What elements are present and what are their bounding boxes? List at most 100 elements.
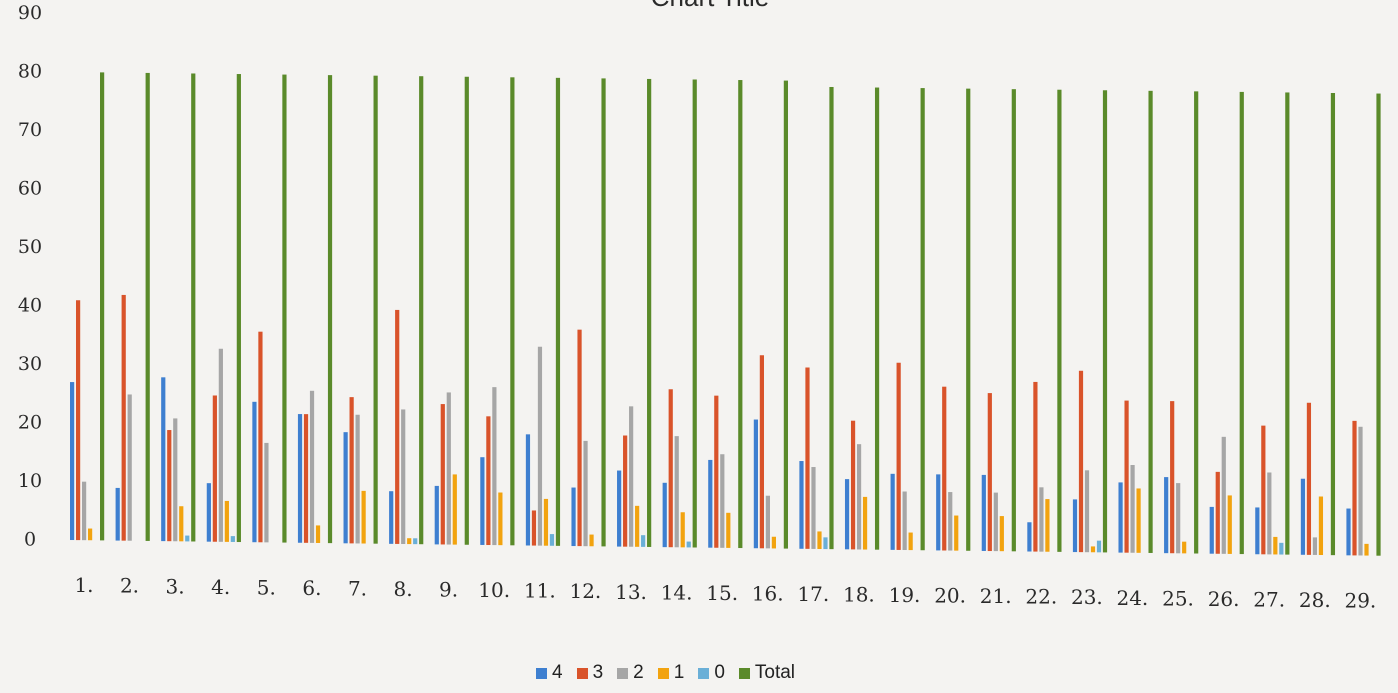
- bar-series-3: [1170, 401, 1175, 554]
- y-tick-label: 10: [18, 470, 42, 492]
- bar-series-total: [100, 72, 105, 541]
- bar-series-3: [1124, 400, 1129, 553]
- bar-series-3: [714, 395, 719, 548]
- x-tick-label: 12.: [569, 579, 601, 603]
- bar-series-2: [1312, 537, 1318, 555]
- bar-series-2: [127, 394, 132, 541]
- bar-series-4: [206, 483, 211, 542]
- bar-series-2: [1130, 465, 1135, 553]
- bar-series-2: [264, 442, 269, 543]
- bar-series-total: [236, 74, 241, 543]
- legend-swatch: [536, 667, 547, 679]
- bar-series-2: [401, 409, 406, 544]
- bar-series-4: [890, 473, 895, 550]
- legend-swatch: [657, 667, 669, 679]
- x-tick-label: 22.: [1025, 585, 1057, 609]
- bar-series-1: [361, 490, 366, 544]
- x-tick-label: 2.: [120, 574, 139, 598]
- bar-series-1: [1318, 496, 1324, 556]
- bar-series-total: [191, 73, 196, 542]
- x-tick-label: 16.: [752, 581, 784, 605]
- x-tick-label: 29.: [1344, 589, 1376, 613]
- legend-item: 3: [576, 662, 604, 684]
- bar-series-total: [1285, 92, 1290, 555]
- bar-series-3: [1078, 370, 1084, 553]
- bar-series-2: [173, 418, 178, 542]
- bar-series-1: [1182, 541, 1187, 554]
- bar-series-2: [856, 444, 862, 550]
- bar-series-4: [708, 459, 713, 548]
- bar-series-total: [601, 78, 606, 547]
- x-tick-label: 8.: [394, 577, 413, 601]
- bar-series-3: [1215, 471, 1220, 554]
- x-tick-label: 26.: [1208, 587, 1240, 611]
- bar-series-total: [829, 86, 834, 550]
- y-axis: 0 10 20 30 40 50 60 70 80 90: [18, 2, 42, 551]
- chart-legend: 4 3 2 1 0 Total: [536, 662, 795, 684]
- bar-series-1: [954, 515, 959, 551]
- bar-series-2: [355, 414, 360, 544]
- bar-series-total: [419, 76, 424, 545]
- bar-series-3: [805, 367, 810, 549]
- bar-series-1: [1273, 536, 1278, 555]
- bar-series-3: [212, 395, 217, 542]
- legend-swatch: [617, 667, 629, 679]
- bar-series-2: [993, 492, 998, 552]
- bar-series-2: [218, 348, 223, 542]
- bar-series-2: [492, 387, 497, 546]
- bar-series-total: [874, 87, 880, 550]
- bar-series-4: [161, 377, 166, 542]
- bar-series-4: [434, 485, 439, 545]
- bar-series-total: [1376, 93, 1381, 556]
- bar-series-4: [662, 482, 667, 548]
- bar-series-2: [583, 440, 588, 547]
- bar-series-3: [349, 397, 354, 544]
- bar-series-3: [1352, 420, 1357, 556]
- bar-series-4: [480, 457, 485, 545]
- y-tick-label: 20: [18, 412, 42, 434]
- bar-series-total: [1148, 90, 1153, 553]
- x-tick-label: 27.: [1253, 587, 1285, 611]
- bar-series-4: [1346, 508, 1351, 556]
- bar-series-total: [1057, 89, 1062, 552]
- bar-series-1: [817, 531, 822, 549]
- y-tick-label: 90: [18, 2, 42, 24]
- x-tick-label: 18.: [843, 583, 875, 607]
- bar-series-1: [407, 538, 412, 545]
- bar-series-1: [452, 474, 457, 545]
- bar-series-1: [1136, 488, 1141, 553]
- bar-series-1: [179, 506, 184, 542]
- bar-series-total: [647, 78, 652, 547]
- bar-series-1: [224, 500, 229, 542]
- bar-group: [70, 72, 1381, 556]
- bar-series-2: [902, 491, 907, 551]
- bar-series-total: [1194, 91, 1199, 554]
- bar-series-1: [726, 512, 731, 548]
- y-tick-label: 70: [18, 119, 42, 141]
- bar-series-3: [531, 510, 537, 546]
- x-tick-label: 15.: [706, 581, 738, 605]
- legend-label: 2: [633, 662, 644, 683]
- bar-series-total: [373, 75, 378, 544]
- bar-series-2: [1084, 470, 1090, 553]
- bar-series-total: [920, 88, 925, 551]
- bar-series-4: [1027, 522, 1032, 552]
- bar-series-2: [1176, 483, 1181, 554]
- bar-series-2: [1039, 487, 1044, 552]
- bar-series-total: [1239, 91, 1244, 555]
- x-tick-label: 24.: [1116, 586, 1148, 610]
- bar-series-3: [440, 404, 445, 545]
- bar-series-2: [765, 495, 770, 549]
- legend-label: 3: [592, 662, 604, 683]
- bar-series-3: [121, 294, 126, 541]
- bar-series-4: [753, 419, 758, 549]
- y-tick-label: 40: [18, 295, 42, 317]
- bar-series-4: [297, 414, 303, 543]
- bar-series-2: [1221, 436, 1226, 554]
- bar-series-2: [1267, 472, 1272, 555]
- legend-swatch: [576, 667, 588, 679]
- bar-series-4: [1118, 482, 1123, 553]
- bar-series-0: [413, 538, 418, 545]
- bar-series-0: [185, 535, 190, 542]
- bar-series-3: [303, 414, 309, 543]
